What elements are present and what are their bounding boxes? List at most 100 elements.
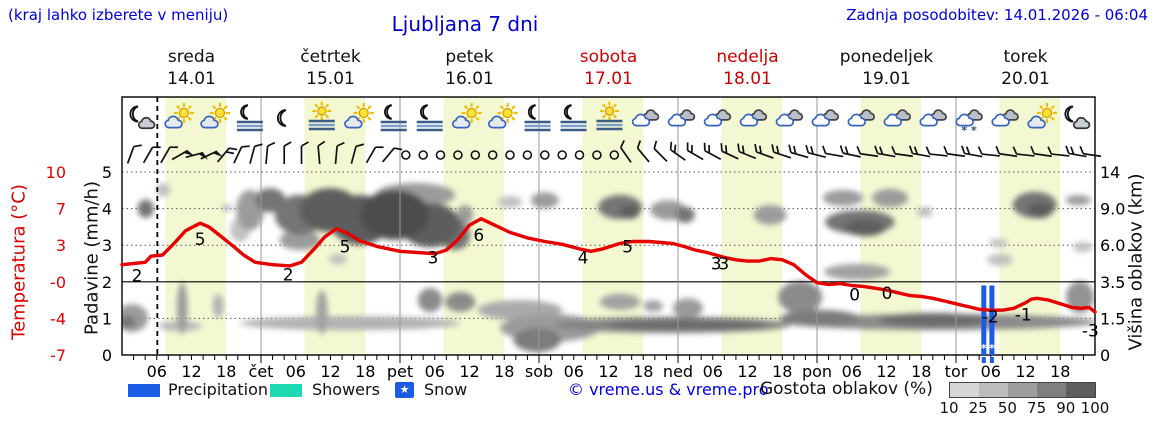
day-abbrev-label: pet [387, 362, 413, 381]
wind-barb [435, 150, 446, 160]
wind-barb [592, 150, 602, 160]
wind-barb [788, 144, 809, 159]
hour-label: 12 [876, 362, 896, 381]
wind-barb [1079, 145, 1102, 158]
wind-barb [737, 143, 757, 160]
day-name: petek [445, 47, 493, 67]
day-name: nedelja [716, 47, 778, 67]
cloud-blob [328, 253, 348, 265]
cloud-blob [916, 206, 933, 218]
weather-icon-cloud [739, 109, 768, 127]
wind-barb [720, 143, 739, 160]
density-tick-label: 90 [1056, 399, 1076, 417]
wind-barb [350, 143, 365, 164]
wind-barb [995, 145, 1018, 158]
wind-barb [1012, 146, 1035, 157]
temperature-tick: -0 [50, 273, 66, 292]
day-name: torek [1004, 47, 1048, 67]
wind-barb [703, 142, 722, 160]
wind-barb [1030, 145, 1052, 158]
density-swatch [1066, 383, 1095, 397]
wind-barb [1047, 146, 1070, 157]
density-swatch [950, 383, 979, 397]
hour-label: 06 [703, 362, 723, 381]
wind-barb [522, 150, 533, 160]
wind-barb [539, 150, 550, 160]
day-date: 16.01 [445, 69, 494, 89]
weather-icon-sun-cloud [451, 103, 482, 129]
density-swatch [979, 383, 1008, 397]
day-name: ponedeljek [840, 47, 934, 67]
precip-tick: 1 [102, 309, 112, 328]
hour-label: 12 [181, 362, 201, 381]
precipitation-axis-mark [989, 357, 994, 363]
hour-label: 12 [598, 362, 618, 381]
wind-barb [185, 151, 209, 160]
weather-icon-cloud [631, 109, 660, 127]
last-update-timestamp: Zadnja posodobitev: 14.01.2026 - 06:04 [846, 6, 1148, 24]
precipitation-bar [989, 285, 995, 355]
wind-barb [300, 141, 309, 164]
weather-icon-moon [277, 109, 287, 127]
cloud-height-tick: 9.0 [1100, 200, 1125, 219]
weather-icon-cloud [883, 109, 912, 127]
temperature-value-label: 0 [882, 284, 893, 304]
precipitation-bar [981, 285, 987, 355]
weather-icon-moon-cloud [129, 105, 156, 130]
temperature-value-label: 4 [578, 248, 589, 268]
snow-stars: * * [961, 124, 977, 137]
temperature-tick: -4 [50, 309, 66, 328]
wind-barb [216, 147, 238, 163]
weather-icon-cloud [703, 109, 732, 127]
showers-swatch [270, 384, 302, 397]
wind-barb [233, 145, 250, 164]
wind-barb [943, 145, 966, 158]
weather-icon-moon-fog [236, 104, 263, 132]
wind-barb [126, 144, 142, 164]
wind-barb [874, 145, 896, 158]
weather-icon-moon-fog [560, 104, 587, 132]
weather-icon-sun-fog [596, 101, 623, 131]
day-name: četrtek [300, 47, 361, 67]
cloud-blob [987, 253, 1013, 266]
precipitation-axis-mark [981, 357, 986, 363]
day-date: 14.01 [167, 69, 216, 89]
cloud-density-scale [949, 382, 1096, 398]
density-tick-label: 10 [939, 399, 959, 417]
wind-barb [487, 150, 498, 160]
wind-barb [908, 145, 931, 158]
cloud-height-tick: 0 [1100, 346, 1110, 365]
wind-barb [686, 142, 704, 161]
density-swatch [1037, 383, 1066, 397]
cloud-blob [753, 204, 787, 225]
day-boundaries [260, 97, 957, 355]
cloud-blob [1065, 195, 1091, 206]
weather-icon-moon-fog [416, 104, 443, 132]
day-abbrev-label: tor [945, 362, 968, 381]
wind-barb [754, 143, 774, 159]
cloud-blob [822, 189, 864, 207]
wind-barb [856, 145, 879, 158]
snow-mark: * [989, 342, 995, 355]
cloud-blob [240, 316, 461, 331]
cloud-blob [360, 189, 430, 240]
wind-barb [160, 146, 178, 164]
weather-icon-sun-cloud [164, 103, 194, 129]
snow-label: Snow [424, 380, 468, 399]
density-tick-label: 75 [1027, 399, 1047, 417]
day-abbrev-label: pon [802, 362, 832, 381]
day-date: 17.01 [584, 69, 633, 89]
credit-link[interactable]: © vreme.us & vreme.pro [568, 380, 769, 399]
weather-icon-sun-fog [308, 101, 335, 131]
wind-barb [200, 150, 224, 160]
wind-barb [574, 150, 585, 160]
temperature-tick: 3 [56, 236, 66, 255]
temperature-value-label: 2 [283, 265, 294, 285]
temperature-value-label: 3 [428, 248, 439, 268]
precip-tick: 2 [102, 273, 112, 292]
wind-barb [805, 144, 826, 159]
day-abbrev-label: čet [249, 362, 274, 381]
